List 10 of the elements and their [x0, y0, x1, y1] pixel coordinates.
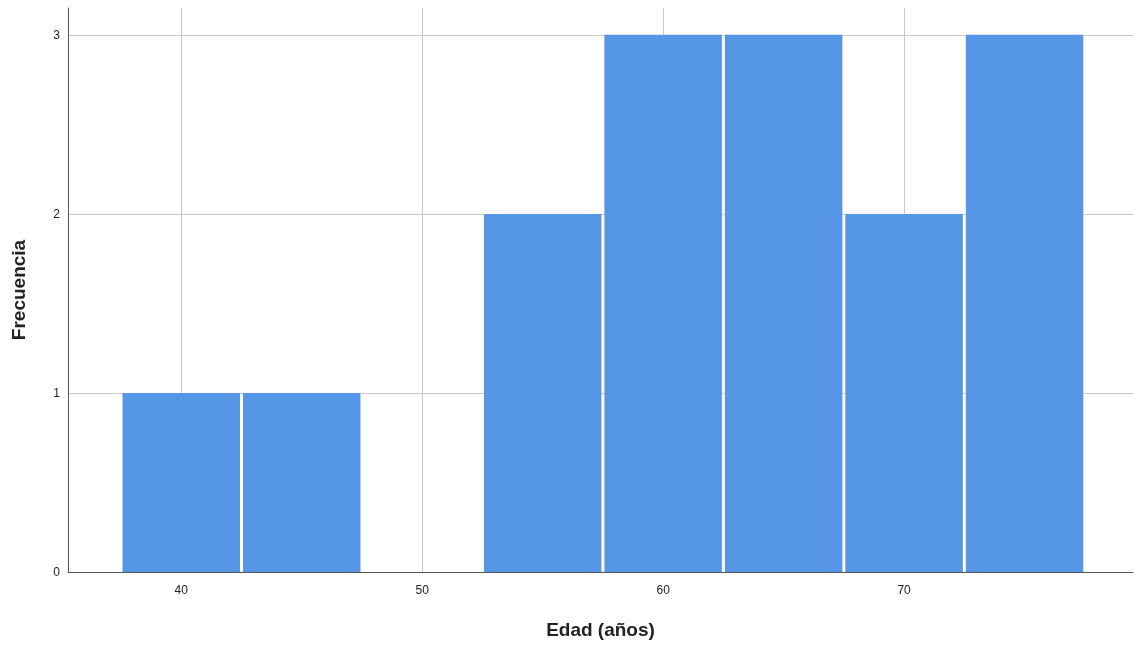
x-tick-label: 40	[174, 583, 189, 597]
y-tick-label: 1	[53, 385, 61, 400]
y-axis-title: Frecuencia	[8, 239, 29, 341]
x-tick-label: 60	[656, 583, 671, 597]
y-tick-label: 2	[53, 206, 61, 221]
x-tick-label: 50	[415, 583, 430, 597]
y-tick-label: 3	[53, 27, 61, 42]
x-tick-label: 70	[897, 583, 912, 597]
y-tick-label: 0	[53, 565, 61, 579]
x-axis-title: Edad (años)	[546, 619, 655, 640]
